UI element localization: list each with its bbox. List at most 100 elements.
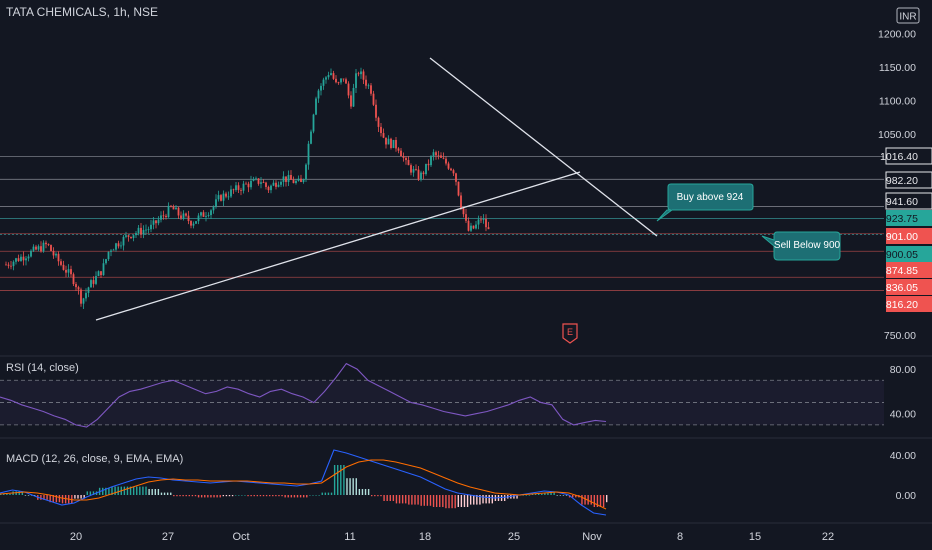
- candle-body: [385, 137, 387, 145]
- candle-body: [372, 93, 375, 105]
- candle-body: [167, 205, 170, 218]
- rising-trendline[interactable]: [95, 171, 581, 321]
- candle-body: [172, 206, 175, 210]
- macd-histogram-bar: [166, 492, 169, 495]
- candle-body: [105, 259, 107, 264]
- macd-histogram-bar: [303, 495, 305, 498]
- falling-trendline[interactable]: [429, 57, 658, 237]
- level-badge-label: 900.05: [886, 249, 918, 261]
- candle-body: [57, 253, 60, 262]
- macd-histogram-bar: [219, 495, 221, 498]
- macd-histogram-bar: [602, 495, 605, 507]
- macd-histogram-bar: [102, 487, 104, 495]
- macd-histogram-bar: [547, 492, 549, 495]
- candle-body: [150, 224, 152, 230]
- earnings-marker[interactable]: E: [562, 323, 578, 344]
- candle-body: [192, 223, 195, 226]
- candle-body: [330, 73, 332, 76]
- level-badge-label: 874.85: [886, 265, 918, 277]
- currency-badge[interactable]: [896, 7, 920, 24]
- macd-histogram-bar: [469, 495, 472, 505]
- macd-histogram-bar: [272, 495, 274, 497]
- macd-histogram-bar: [145, 486, 147, 495]
- macd-histogram-bar: [337, 465, 339, 495]
- macd-histogram-bar: [191, 495, 194, 497]
- buy-callout-text: Buy above 924: [677, 192, 744, 203]
- time-axis[interactable]: 20 27 Oct 11 18 25 Nov 8 15 22: [0, 522, 932, 543]
- macd-histogram-bar: [6, 493, 8, 495]
- candle-body: [467, 220, 470, 231]
- candle-body: [380, 126, 382, 134]
- macd-histogram-bar: [398, 495, 401, 504]
- candle-body: [87, 287, 90, 293]
- candle-body: [260, 182, 262, 184]
- candle-body: [132, 235, 135, 239]
- candle-body: [242, 183, 245, 191]
- macd-histogram-bar: [380, 495, 382, 497]
- macd-histogram-bar: [200, 495, 203, 498]
- candle-body: [117, 243, 120, 247]
- candle-body: [205, 215, 207, 217]
- level-badge-label: 923.75: [886, 213, 918, 225]
- candle-body: [247, 183, 250, 188]
- level-badge: [886, 246, 932, 262]
- macd-histogram-bar: [479, 495, 481, 505]
- candle-body: [322, 79, 325, 86]
- candle-body: [225, 193, 227, 197]
- candle-body: [60, 261, 62, 265]
- buy-callout[interactable]: [656, 183, 754, 222]
- candle-body: [125, 235, 127, 237]
- candle-body: [52, 250, 55, 256]
- candle-body: [82, 298, 85, 304]
- macd-histogram-bar: [185, 495, 187, 497]
- candle-body: [415, 169, 417, 170]
- macd-histogram-bar: [414, 495, 416, 505]
- macd-histogram-bar: [92, 491, 95, 495]
- macd-histogram-bar: [194, 495, 197, 497]
- candle-body: [417, 169, 420, 180]
- candle-body: [337, 82, 340, 84]
- macd-histogram-bar: [451, 495, 453, 509]
- sell-callout[interactable]: [761, 231, 841, 261]
- candle-body: [340, 78, 342, 83]
- candle-body: [177, 207, 180, 216]
- candle-body: [202, 212, 205, 217]
- candle-body: [412, 169, 415, 173]
- macd-histogram-bar: [34, 495, 36, 496]
- macd-histogram-bar: [522, 495, 524, 496]
- macd-histogram-bar: [259, 495, 262, 497]
- rsi-line: [0, 362, 607, 428]
- candle-body: [10, 265, 12, 267]
- candle-body: [430, 156, 432, 166]
- candle-body: [442, 157, 445, 159]
- candle-body: [97, 271, 100, 276]
- macd-histogram-bar: [222, 495, 225, 497]
- macd-histogram-bar: [333, 465, 336, 495]
- macd-histogram-bar: [503, 495, 506, 501]
- candle-body: [115, 243, 117, 250]
- candle-body: [170, 205, 172, 207]
- candle-body: [477, 219, 480, 225]
- macd-pane: MACD (12, 26, close, 9, EMA, EMA) 40.00 0.…: [0, 437, 932, 516]
- macd-histogram-bar: [593, 495, 596, 507]
- candle-body: [480, 219, 482, 221]
- level-badge: [885, 171, 932, 189]
- candle-body: [120, 245, 122, 247]
- candle-body: [175, 207, 177, 210]
- macd-histogram-bar: [204, 495, 206, 498]
- candle-body: [162, 215, 165, 217]
- macd-histogram-bar: [405, 495, 407, 504]
- annotations[interactable]: Buy above 924 Sell Below 900: [656, 183, 841, 261]
- candle-body: [445, 158, 447, 164]
- price-candles: [5, 67, 490, 309]
- candle-body: [7, 264, 10, 266]
- macd-histogram-bar: [296, 495, 299, 498]
- candle-body: [367, 85, 370, 87]
- price-tick-label: 1050.00: [878, 129, 916, 141]
- candle-body: [432, 152, 435, 157]
- price-axis[interactable]: 1200.00 1150.00 1100.00 1050.00 750.00: [878, 28, 916, 342]
- macd-histogram-bar: [132, 486, 135, 495]
- candle-body: [300, 178, 302, 182]
- candle-body: [265, 182, 267, 187]
